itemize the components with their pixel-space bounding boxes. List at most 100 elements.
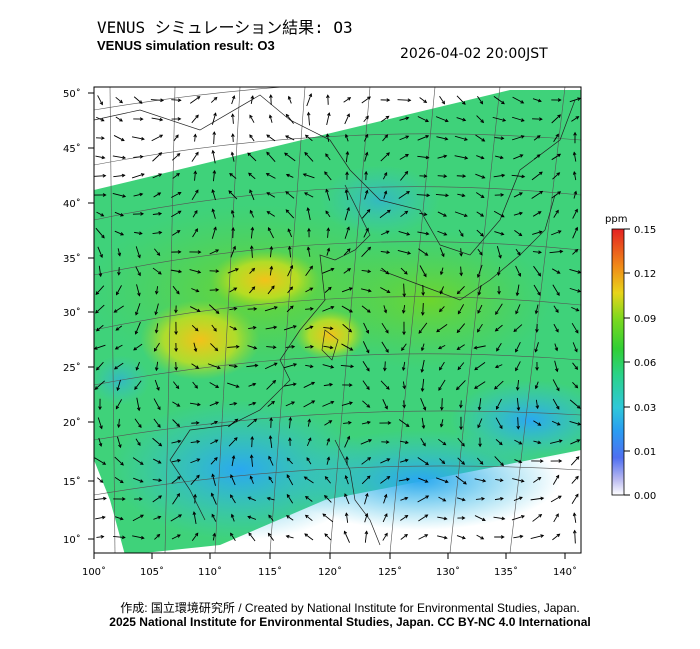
wind-arrow-head bbox=[520, 118, 525, 122]
wind-arrow bbox=[305, 364, 313, 368]
wind-arrow bbox=[364, 493, 368, 505]
wind-arrow bbox=[496, 398, 502, 410]
wind-arrow-head bbox=[538, 513, 543, 518]
wind-arrow-head bbox=[536, 135, 541, 139]
wind-arrow bbox=[435, 116, 449, 122]
wind-arrow bbox=[456, 535, 466, 539]
wind-arrow-head bbox=[350, 364, 355, 369]
wind-arrow bbox=[397, 250, 411, 254]
wind-arrow bbox=[496, 342, 502, 352]
wind-arrow-head bbox=[139, 461, 144, 465]
map-title-en: VENUS simulation result: O3 bbox=[97, 38, 275, 53]
wind-arrow-head bbox=[438, 308, 443, 313]
wind-arrow-head bbox=[404, 533, 408, 538]
wind-arrow bbox=[456, 117, 466, 121]
wind-arrow-head bbox=[479, 100, 484, 105]
colorbar-tick-label: 0.15 bbox=[634, 225, 656, 236]
wind-arrow bbox=[153, 192, 161, 198]
wind-arrow-head bbox=[138, 424, 142, 429]
wind-arrow-head bbox=[559, 249, 564, 254]
graticule bbox=[94, 87, 581, 553]
wind-arrow-head bbox=[269, 265, 274, 270]
wind-arrow bbox=[418, 477, 428, 483]
wind-arrow bbox=[322, 306, 334, 312]
wind-arrow bbox=[207, 363, 221, 369]
wind-arrow bbox=[571, 476, 579, 484]
wind-arrow-head bbox=[385, 440, 390, 444]
wind-arrow-head bbox=[231, 454, 236, 459]
wind-arrow bbox=[324, 287, 332, 293]
wind-arrow-head bbox=[176, 173, 180, 177]
wind-arrow-head bbox=[215, 288, 220, 292]
wind-arrow bbox=[574, 530, 576, 544]
wind-arrow-head bbox=[100, 118, 105, 122]
wind-arrow-head bbox=[273, 325, 278, 330]
wind-arrow bbox=[326, 112, 330, 126]
wind-arrow-head bbox=[516, 407, 521, 412]
wind-arrow bbox=[112, 192, 126, 198]
wind-arrow-head bbox=[98, 406, 102, 411]
wind-arrow-head bbox=[272, 379, 277, 384]
wind-arrow bbox=[340, 364, 354, 368]
wind-arrow bbox=[98, 265, 102, 277]
wind-arrow bbox=[307, 247, 311, 257]
wind-arrow-head bbox=[230, 209, 235, 214]
wind-arrow bbox=[398, 231, 410, 235]
wind-arrow-head bbox=[383, 309, 388, 314]
wind-arrow-head bbox=[494, 364, 499, 369]
wind-arrow bbox=[401, 343, 407, 351]
wind-arrow-head bbox=[459, 252, 463, 257]
wind-arrow-head bbox=[289, 286, 294, 291]
wind-arrow-head bbox=[461, 461, 466, 465]
wind-arrow-head bbox=[177, 439, 182, 444]
wind-arrow bbox=[553, 513, 559, 523]
wind-arrow bbox=[251, 246, 253, 258]
wind-arrow bbox=[231, 210, 235, 218]
wind-arrow bbox=[460, 248, 462, 256]
wind-arrow-head bbox=[347, 97, 352, 101]
wind-arrow bbox=[382, 134, 388, 142]
wind-arrow-head bbox=[420, 347, 425, 352]
wind-arrow bbox=[382, 513, 388, 523]
wind-arrow bbox=[172, 173, 180, 179]
wind-arrow-head bbox=[557, 191, 562, 195]
wind-arrow-head bbox=[537, 477, 542, 481]
wind-arrow bbox=[494, 231, 504, 235]
wind-arrow-head bbox=[539, 459, 544, 463]
wind-vectors bbox=[94, 93, 581, 544]
wind-arrow bbox=[190, 458, 200, 464]
wind-arrow-head bbox=[304, 514, 309, 519]
wind-arrow-head bbox=[174, 331, 178, 336]
wind-arrow-head bbox=[323, 494, 328, 499]
wind-arrow bbox=[552, 475, 560, 485]
wind-arrow bbox=[285, 401, 295, 407]
wind-arrow bbox=[457, 193, 465, 197]
wind-arrow bbox=[308, 112, 310, 126]
wind-arrow-head bbox=[456, 346, 461, 350]
wind-arrow bbox=[132, 514, 144, 522]
wind-arrow-head bbox=[119, 118, 123, 122]
wind-arrow bbox=[345, 475, 349, 485]
wind-arrow bbox=[361, 269, 371, 273]
wind-arrow bbox=[324, 495, 332, 503]
wind-arrow-head bbox=[444, 118, 449, 123]
wind-arrow bbox=[285, 191, 295, 199]
wind-arrow bbox=[381, 341, 389, 353]
wind-arrow-head bbox=[517, 273, 522, 277]
wind-arrow-head bbox=[158, 495, 163, 499]
wind-arrow bbox=[402, 305, 406, 313]
wind-arrow bbox=[322, 268, 334, 274]
wind-arrow bbox=[133, 193, 143, 197]
wind-arrow-head bbox=[326, 437, 331, 442]
wind-arrow-head bbox=[324, 533, 328, 537]
wind-arrow bbox=[418, 322, 428, 334]
wind-arrow bbox=[194, 171, 196, 181]
wind-arrow bbox=[231, 514, 235, 522]
wind-arrow-head bbox=[153, 347, 158, 352]
wind-arrow bbox=[516, 284, 520, 296]
wind-arrow-head bbox=[196, 474, 200, 479]
wind-arrow-head bbox=[386, 386, 390, 390]
wind-arrow-head bbox=[250, 435, 254, 440]
wind-arrow-head bbox=[95, 309, 99, 314]
wind-arrow bbox=[572, 249, 578, 255]
